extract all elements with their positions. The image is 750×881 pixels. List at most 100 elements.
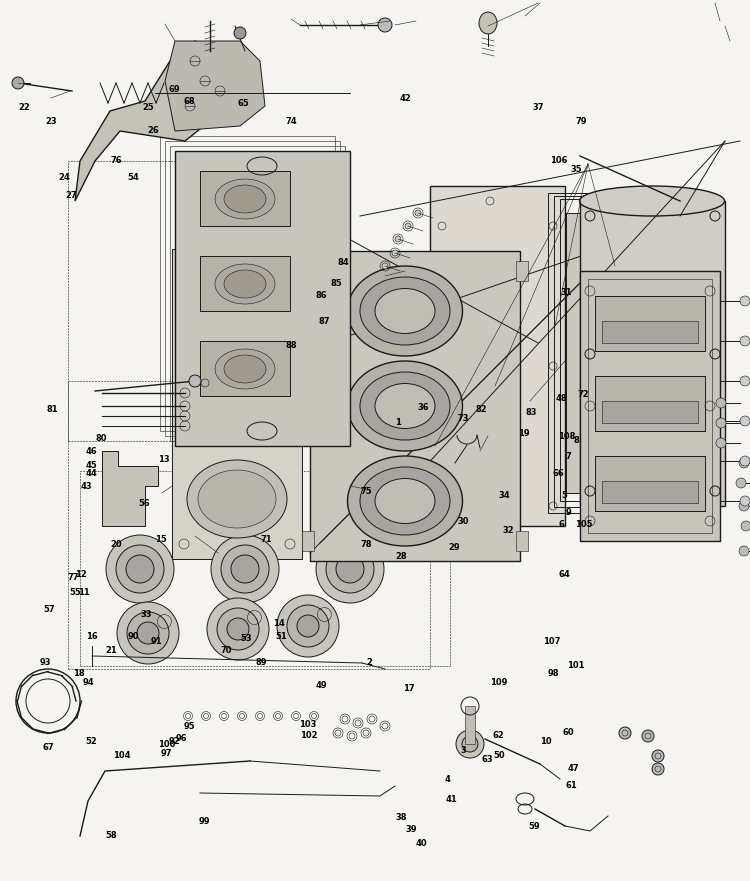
- Text: 37: 37: [532, 103, 544, 112]
- Ellipse shape: [117, 602, 179, 664]
- Circle shape: [12, 77, 24, 89]
- Ellipse shape: [375, 288, 435, 334]
- Bar: [165, 141, 340, 436]
- Text: 26: 26: [148, 126, 160, 135]
- Text: 4: 4: [445, 775, 451, 784]
- Bar: [602, 401, 698, 423]
- Text: 73: 73: [458, 414, 470, 423]
- Ellipse shape: [360, 277, 450, 345]
- Bar: [448, 410, 478, 428]
- Text: 41: 41: [446, 796, 458, 804]
- Text: 3: 3: [460, 746, 466, 755]
- Text: 97: 97: [160, 749, 172, 758]
- Ellipse shape: [224, 355, 266, 383]
- Ellipse shape: [198, 375, 276, 433]
- Text: 1: 1: [394, 418, 400, 427]
- Circle shape: [740, 496, 750, 506]
- Ellipse shape: [326, 545, 374, 593]
- Text: 36: 36: [418, 403, 430, 411]
- Bar: [80, 471, 450, 666]
- Polygon shape: [165, 41, 265, 131]
- Ellipse shape: [580, 186, 724, 216]
- Text: 63: 63: [482, 755, 494, 764]
- Text: 71: 71: [260, 535, 272, 544]
- Ellipse shape: [347, 361, 463, 451]
- Ellipse shape: [126, 555, 154, 583]
- Bar: [200, 256, 290, 311]
- Circle shape: [189, 375, 201, 387]
- Text: 49: 49: [315, 681, 327, 690]
- Ellipse shape: [215, 349, 275, 389]
- Bar: [448, 326, 520, 386]
- Polygon shape: [75, 41, 225, 201]
- Text: 56: 56: [138, 500, 150, 508]
- Circle shape: [642, 730, 654, 742]
- Text: 14: 14: [273, 619, 285, 628]
- Ellipse shape: [137, 622, 159, 644]
- Text: 69: 69: [168, 85, 180, 94]
- Text: 92: 92: [168, 737, 180, 746]
- Bar: [595, 296, 705, 351]
- Ellipse shape: [347, 266, 463, 356]
- Ellipse shape: [287, 605, 329, 647]
- Text: 38: 38: [395, 813, 407, 822]
- Ellipse shape: [221, 545, 269, 593]
- Ellipse shape: [198, 470, 276, 528]
- Text: 12: 12: [75, 570, 87, 579]
- Text: 22: 22: [18, 103, 30, 112]
- Text: 89: 89: [255, 658, 267, 667]
- Circle shape: [716, 398, 726, 408]
- Ellipse shape: [227, 618, 249, 640]
- Ellipse shape: [207, 598, 269, 660]
- Ellipse shape: [187, 460, 287, 538]
- Polygon shape: [102, 451, 158, 526]
- Text: 42: 42: [399, 94, 411, 103]
- Bar: [588, 279, 712, 533]
- Bar: [554, 196, 675, 507]
- Text: 100: 100: [158, 740, 176, 749]
- Text: 108: 108: [557, 432, 575, 440]
- Text: 79: 79: [575, 117, 587, 126]
- Text: 18: 18: [73, 670, 85, 678]
- Ellipse shape: [198, 280, 276, 338]
- Circle shape: [415, 210, 421, 216]
- Ellipse shape: [360, 467, 450, 535]
- Circle shape: [652, 750, 664, 762]
- Text: 61: 61: [566, 781, 578, 790]
- Circle shape: [740, 416, 750, 426]
- Text: 81: 81: [46, 405, 58, 414]
- Ellipse shape: [187, 270, 287, 348]
- Text: 103: 103: [298, 720, 316, 729]
- Text: 13: 13: [158, 455, 170, 464]
- Text: 75: 75: [360, 487, 372, 496]
- Circle shape: [739, 458, 749, 468]
- Text: 66: 66: [553, 470, 565, 478]
- Ellipse shape: [215, 264, 275, 304]
- Text: 34: 34: [498, 491, 510, 500]
- Bar: [200, 171, 290, 226]
- Ellipse shape: [215, 179, 275, 219]
- Text: 52: 52: [86, 737, 98, 746]
- Circle shape: [739, 546, 749, 556]
- Bar: [580, 271, 720, 541]
- Text: 58: 58: [105, 831, 117, 840]
- Text: 101: 101: [567, 661, 585, 670]
- Bar: [595, 376, 705, 431]
- Text: 25: 25: [142, 103, 154, 112]
- Ellipse shape: [211, 535, 279, 603]
- Bar: [430, 186, 565, 526]
- Text: 40: 40: [416, 840, 428, 848]
- Text: 78: 78: [360, 540, 372, 549]
- Circle shape: [740, 376, 750, 386]
- Bar: [172, 249, 302, 559]
- Circle shape: [619, 727, 631, 739]
- Ellipse shape: [375, 478, 435, 523]
- Circle shape: [716, 438, 726, 448]
- Bar: [310, 251, 520, 561]
- Text: 96: 96: [176, 734, 188, 743]
- Text: 53: 53: [240, 634, 252, 643]
- Text: 23: 23: [45, 117, 57, 126]
- Text: 107: 107: [542, 637, 560, 646]
- Text: 94: 94: [82, 678, 94, 687]
- Text: 60: 60: [562, 729, 574, 737]
